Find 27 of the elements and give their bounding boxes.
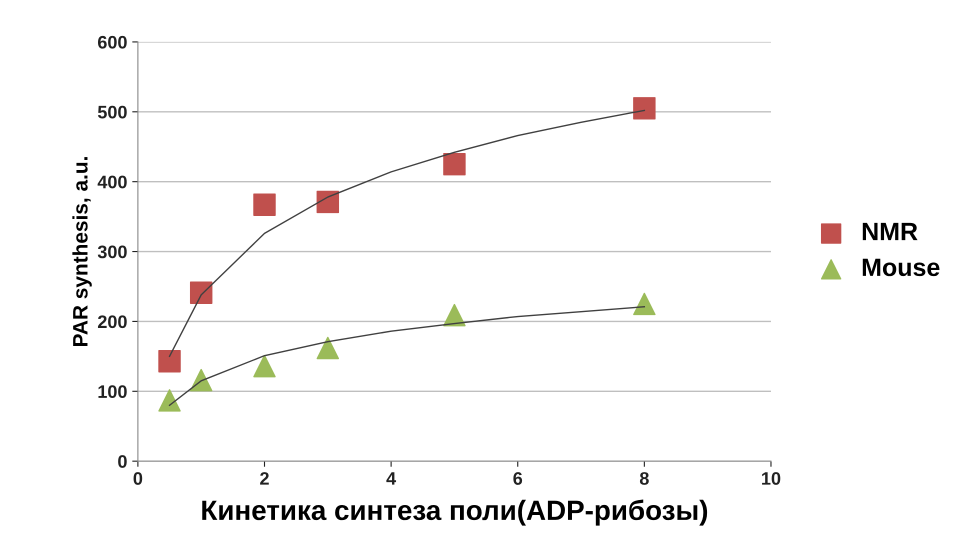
point [633, 97, 656, 120]
point [190, 282, 212, 304]
point [158, 350, 181, 372]
x-tick-label: 6 [513, 472, 522, 485]
y-tick-label: 0 [118, 455, 127, 468]
x-tick-label: 8 [640, 472, 649, 485]
y-tick-label: 600 [98, 36, 127, 49]
y-tick-label: 400 [98, 176, 127, 188]
y-tick-label: 100 [98, 385, 127, 398]
x-tick-label: 0 [134, 472, 142, 485]
x-axis-title: Кинетика синтеза поли(ADP-рибозы) [202, 500, 708, 526]
point [253, 194, 276, 216]
y-axis-title: PAR synthesis, a.u. [72, 157, 92, 346]
point [316, 336, 340, 360]
point [633, 292, 656, 316]
y-tick-label: 200 [98, 315, 127, 328]
point [443, 152, 466, 176]
point [316, 190, 340, 214]
legend-label: NMR [862, 222, 918, 240]
y-tick-label: 300 [98, 245, 127, 258]
point [253, 354, 276, 378]
point [158, 389, 181, 412]
x-tick-label: 4 [386, 472, 396, 485]
x-tick-label: 2 [260, 472, 269, 485]
legend-label: Mouse [862, 258, 940, 276]
x-tick-label: 10 [762, 472, 780, 485]
y-tick-label: 500 [98, 106, 127, 119]
